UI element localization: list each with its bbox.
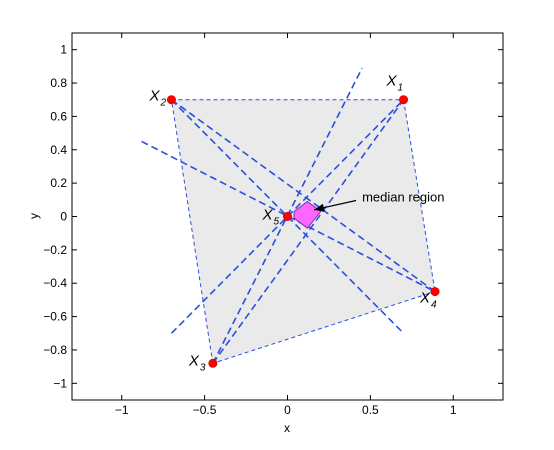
hull-edge-line (170, 99, 214, 364)
y-axis-label: y (27, 213, 41, 219)
x-axis-label: x (284, 421, 290, 435)
axes-frame (71, 32, 504, 401)
x-tick-label: 1 (450, 403, 457, 417)
y-tick-label: −1 (53, 376, 67, 390)
median-region-polygon (293, 200, 322, 229)
y-tick-label: 0.4 (50, 143, 67, 157)
hull-edge-line (212, 291, 436, 364)
data-point-x1 (399, 95, 409, 105)
point-label-x4: X (419, 290, 431, 307)
annotation-arrowhead (314, 203, 325, 212)
point-label-x5: X (262, 207, 274, 224)
x-tick-label: −0.5 (193, 403, 217, 417)
point-label-sub-x4: 4 (431, 300, 437, 311)
y-tick-label: −0.4 (43, 276, 67, 290)
annotation-median-region: median region (362, 189, 444, 204)
y-tick-label: 1 (60, 43, 67, 57)
y-tick-label: −0.8 (43, 343, 67, 357)
point-label-x1: X (386, 73, 398, 90)
point-label-sub-x1: 1 (398, 83, 404, 94)
data-point-x3 (208, 358, 218, 368)
data-point-x2 (166, 95, 176, 105)
x-tick-label: 0 (284, 403, 291, 417)
data-point-x5 (282, 212, 292, 222)
y-tick-label: 0.6 (50, 109, 67, 123)
y-tick-label: 0.8 (50, 76, 67, 90)
point-label-sub-x2: 2 (159, 98, 166, 109)
data-point-x4 (430, 287, 440, 297)
y-tick-label: −0.6 (43, 310, 67, 324)
y-tick-label: 0.2 (50, 176, 67, 190)
hull-edge-line (403, 99, 436, 292)
y-tick-label: −0.2 (43, 243, 67, 257)
point-label-sub-x3: 3 (200, 362, 206, 373)
point-label-sub-x5: 5 (274, 217, 280, 228)
y-tick-label: 0 (60, 210, 67, 224)
point-label-x2: X (148, 88, 160, 105)
point-label-x3: X (188, 352, 200, 369)
x-tick-label: 0.5 (362, 403, 379, 417)
x-tick-label: −1 (115, 403, 129, 417)
